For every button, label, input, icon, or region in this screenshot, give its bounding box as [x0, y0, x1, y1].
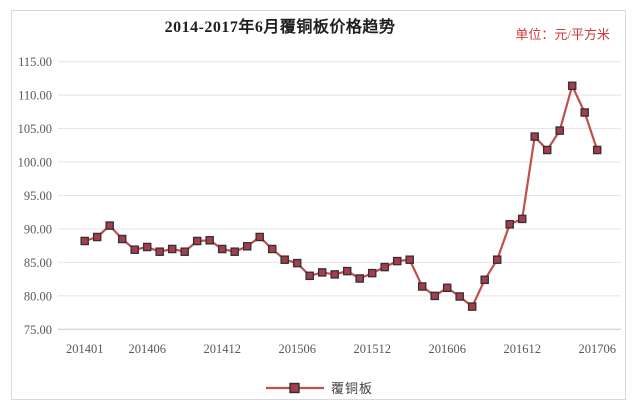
y-tick-label: 90.00 [24, 222, 52, 236]
data-point-marker [567, 81, 577, 91]
series-line [83, 84, 599, 308]
data-point-marker [167, 244, 177, 254]
data-point-marker [317, 268, 327, 277]
data-point-marker [230, 247, 239, 256]
x-tick-label: 201506 [278, 342, 316, 356]
unit-label: 单位：元/平方米 [515, 27, 610, 42]
x-tick-label: 201412 [203, 342, 241, 356]
x-tick-label: 201706 [578, 342, 616, 356]
data-point-marker [555, 126, 564, 135]
y-tick-label: 75.00 [24, 323, 52, 337]
data-point-marker [592, 145, 602, 155]
data-point-marker [130, 245, 139, 254]
y-tick-label: 85.00 [24, 256, 52, 270]
data-point-marker [530, 132, 539, 141]
data-point-marker [342, 266, 352, 276]
gridlines [58, 61, 621, 330]
data-point-marker [417, 282, 427, 291]
x-tick-label: 201612 [503, 342, 541, 356]
data-point-marker [330, 270, 339, 279]
data-point-marker [367, 268, 377, 278]
data-point-marker [155, 247, 164, 256]
data-point-marker [267, 244, 277, 254]
x-tick-label: 201512 [353, 342, 391, 356]
data-point-marker [280, 255, 289, 264]
y-tick-label: 95.00 [24, 189, 52, 203]
x-tick-label: 201406 [128, 342, 166, 356]
series-markers [80, 81, 602, 311]
y-tick-label: 110.00 [18, 89, 52, 103]
y-tick-label: 115.00 [18, 55, 52, 69]
data-point-marker [380, 262, 389, 272]
data-point-marker [467, 302, 477, 311]
data-point-marker [180, 247, 189, 256]
data-point-marker [442, 283, 452, 293]
y-axis-tick-labels: 75.00 80.00 85.00 90.00 95.00 100.00 105.00 110… [18, 55, 52, 337]
data-point-marker [505, 220, 514, 229]
data-point-marker [480, 275, 489, 285]
y-tick-label: 100.00 [18, 156, 52, 170]
data-point-marker [455, 292, 464, 301]
x-tick-label: 201401 [66, 342, 104, 356]
data-point-marker [105, 221, 114, 230]
data-point-marker [205, 236, 214, 245]
legend: 覆铜板 [11, 378, 626, 397]
data-point-marker [580, 108, 589, 117]
data-point-marker [430, 291, 439, 301]
legend-marker-icon [265, 382, 324, 393]
data-point-marker [255, 232, 264, 242]
data-point-marker [192, 236, 202, 246]
data-point-marker [355, 274, 364, 283]
data-point-marker [542, 145, 552, 155]
data-point-marker [305, 271, 314, 281]
chart-title: 2014-2017年6月覆铜板价格趋势 [164, 19, 396, 36]
data-point-marker [292, 258, 302, 268]
data-point-marker [492, 255, 502, 264]
data-point-marker [92, 232, 102, 242]
x-axis-tick-labels: 201401 201406 201412 201506 201512 201606 2016… [66, 342, 616, 356]
data-point-marker [517, 214, 527, 224]
data-point-marker [142, 242, 152, 252]
legend-series-label: 覆铜板 [330, 381, 373, 396]
y-tick-label: 105.00 [18, 122, 52, 136]
data-point-marker [392, 256, 402, 266]
data-point-marker [117, 234, 127, 244]
x-tick-label: 201606 [428, 342, 466, 356]
data-point-marker [80, 236, 89, 246]
data-point-marker [405, 255, 414, 264]
data-point-marker [242, 242, 252, 251]
y-tick-label: 80.00 [24, 289, 52, 303]
data-point-marker [217, 244, 227, 254]
